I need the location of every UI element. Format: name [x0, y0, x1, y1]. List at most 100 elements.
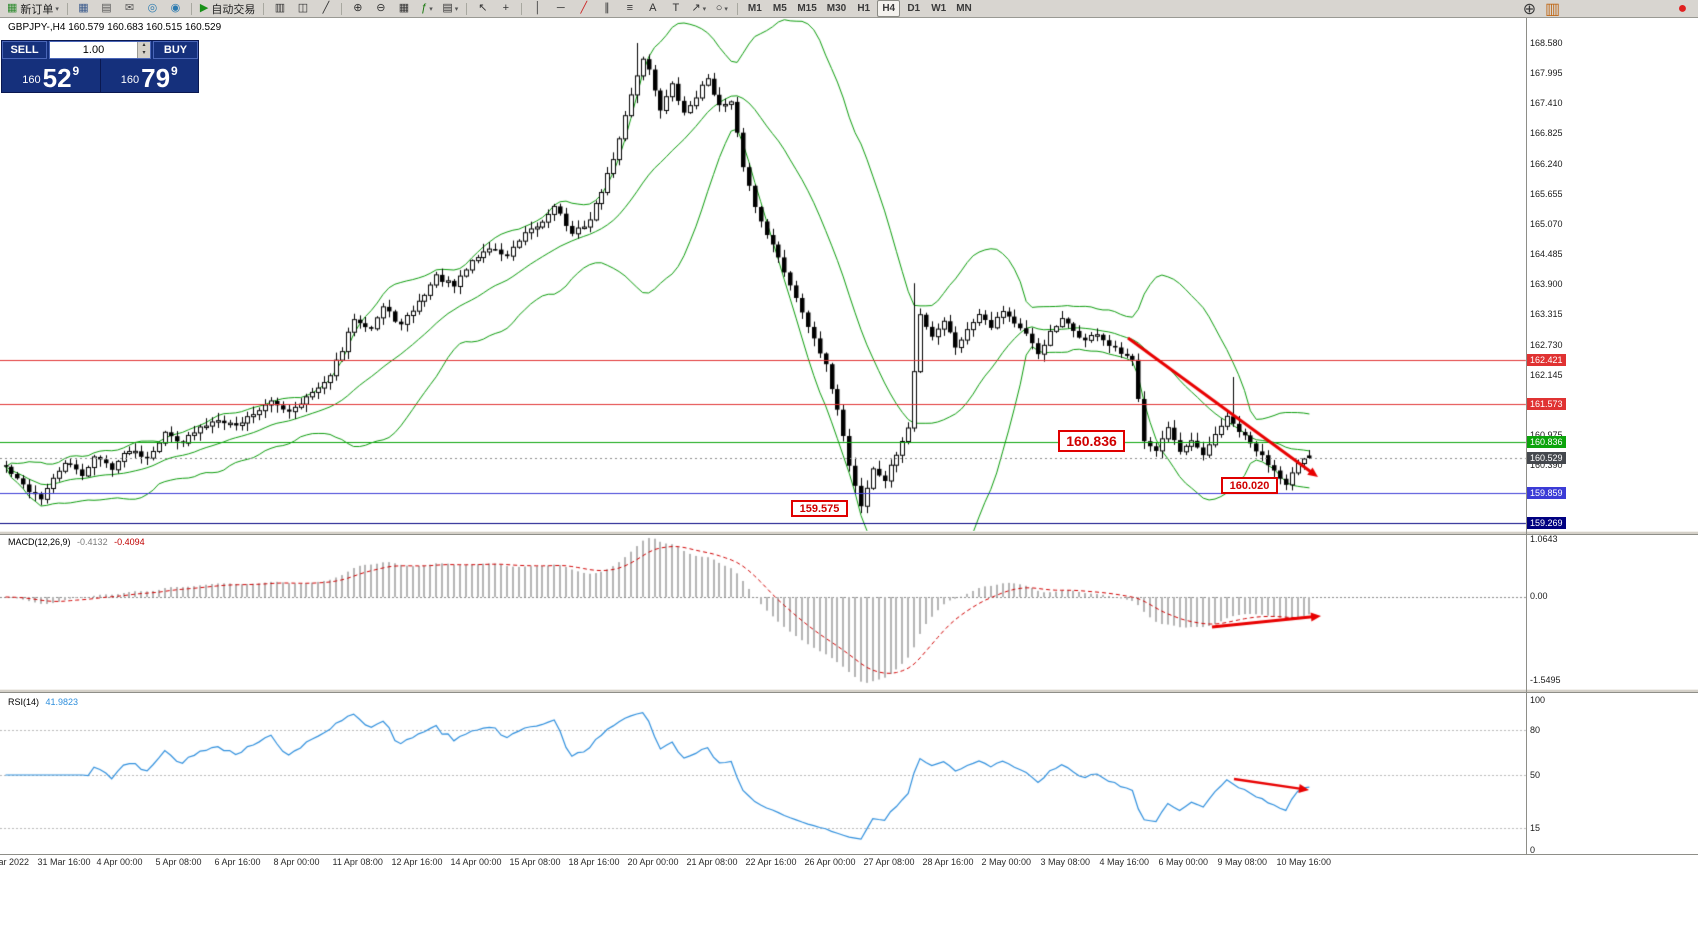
shapes-icon-icon: ○ — [715, 2, 723, 14]
arrows-icon[interactable]: ↗ ▾ — [688, 0, 709, 17]
time-axis-label: 8 Apr 00:00 — [273, 857, 320, 867]
history-center-icon[interactable]: ◉ — [165, 0, 186, 17]
charts-icon[interactable]: ▦ — [73, 0, 94, 17]
price-axis-tick: 167.995 — [1530, 68, 1563, 79]
new-order-button[interactable]: ▦ 新订单 ▾ — [4, 0, 62, 17]
time-axis-label: 9 May 08:00 — [1217, 857, 1268, 867]
bars-chart-icon[interactable]: ▥ — [269, 0, 290, 17]
timeframe-w1-button[interactable]: W1 — [927, 0, 950, 17]
rsi-label: RSI(14) 41.9823 — [8, 697, 78, 707]
vertical-line-icon-icon: │ — [534, 2, 542, 14]
timeframe-h4-button[interactable]: H4 — [877, 0, 901, 17]
time-axis-label: 3 May 08:00 — [1040, 857, 1091, 867]
buy-button[interactable]: BUY — [153, 41, 198, 59]
mail-icon[interactable]: ✉ — [119, 0, 140, 17]
time-axis-label: 21 Apr 08:00 — [686, 857, 738, 867]
timeframe-m1-button[interactable]: M1 — [743, 0, 766, 17]
cursor-icon[interactable]: ↖ — [472, 0, 493, 17]
refresh-icon-icon: ◎ — [147, 2, 158, 14]
profiles-icon-icon: ▤ — [101, 2, 112, 14]
rsi-scale-label: 50 — [1530, 770, 1541, 780]
price-axis-tick: 168.580 — [1530, 38, 1563, 48]
new-order-icon: ▦ — [7, 2, 18, 14]
strategy-tester-icon[interactable]: ▥ — [1545, 1, 1561, 18]
toolbar-separator — [341, 2, 343, 15]
price-axis-tick: 162.145 — [1530, 369, 1563, 380]
equidistant-channel-icon[interactable]: ∥ — [596, 0, 617, 17]
horizontal-line-icon-icon: ─ — [556, 2, 565, 14]
timeframe-m30-button[interactable]: M30 — [823, 0, 850, 17]
crosshair-icon[interactable]: + — [495, 0, 516, 17]
trendline-icon-icon: ╱ — [580, 2, 588, 14]
toolbar-separator — [521, 2, 523, 15]
price-axis-tick: 165.655 — [1530, 188, 1563, 199]
text-icon[interactable]: A — [642, 0, 663, 17]
profiles-icon[interactable]: ▤ — [96, 0, 117, 17]
arrows-icon-icon: ↗ — [691, 2, 701, 14]
timeframe-w1-button-label: W1 — [931, 3, 947, 14]
tile-windows-icon[interactable]: ▦ — [393, 0, 414, 17]
volume-input[interactable] — [50, 42, 137, 58]
dropdown-caret-icon: ▾ — [724, 5, 728, 13]
price-axis-line — [1526, 18, 1527, 854]
timeframe-d1-button[interactable]: D1 — [902, 0, 925, 17]
time-axis-label: 18 Apr 16:00 — [568, 857, 620, 867]
zoom-in-icon-icon: ⊕ — [353, 2, 363, 14]
magnifier-icon[interactable]: ⊕ — [1522, 1, 1537, 18]
trendline-icon[interactable]: ╱ — [573, 0, 594, 17]
zoom-out-icon[interactable]: ⊖ — [370, 0, 391, 17]
volume-up-button[interactable]: ▴ — [142, 42, 146, 48]
autotrading-button[interactable]: ▶ 自动交易 — [197, 0, 258, 17]
volume-field: ▴ ▾ — [49, 41, 151, 59]
timeframe-m5-button[interactable]: M5 — [768, 0, 791, 17]
dropdown-caret-icon: ▾ — [454, 5, 459, 13]
sell-price[interactable]: 160 52 9 — [2, 59, 100, 92]
refresh-icon[interactable]: ◎ — [142, 0, 163, 17]
new-order-button-label: 新订单 — [20, 3, 54, 16]
time-axis-label: 4 May 16:00 — [1099, 857, 1150, 867]
time-axis-label: 4 Apr 00:00 — [96, 857, 143, 867]
indicators-icon[interactable]: ƒ ▾ — [416, 0, 437, 17]
fibonacci-icon[interactable]: ≡ — [619, 0, 640, 17]
timeframe-m15-button-label: M15 — [797, 3, 817, 14]
timeframe-h1-button[interactable]: H1 — [852, 0, 875, 17]
buy-price[interactable]: 160 79 9 — [101, 59, 199, 92]
zoom-in-icon[interactable]: ⊕ — [347, 0, 368, 17]
candlestick-chart-icon[interactable]: ◫ — [292, 0, 313, 17]
volume-down-button[interactable]: ▾ — [142, 50, 146, 56]
toolbar-separator — [466, 2, 468, 15]
timeframe-m15-button[interactable]: M15 — [793, 0, 820, 17]
text-label-icon[interactable]: T — [665, 0, 686, 17]
shapes-icon[interactable]: ○ ▾ — [711, 0, 732, 17]
panel-divider-macd[interactable] — [0, 531, 1698, 535]
macd-scale-min: -1.5495 — [1530, 675, 1561, 685]
zoom-out-icon-icon: ⊖ — [376, 2, 386, 14]
templates-icon[interactable]: ▤ ▾ — [439, 0, 461, 17]
notification-badge[interactable]: ● — [1677, 0, 1688, 17]
timeframe-h1-button-label: H1 — [857, 3, 871, 14]
vertical-line-icon[interactable]: │ — [527, 0, 548, 17]
horizontal-line-icon[interactable]: ─ — [550, 0, 571, 17]
timeframe-mn-button[interactable]: MN — [952, 0, 976, 17]
sell-price-prefix: 160 — [22, 74, 41, 86]
rsi-scale-label: 80 — [1530, 725, 1541, 735]
time-axis-label: 14 Apr 00:00 — [450, 857, 502, 867]
time-axis-label: 15 Apr 08:00 — [509, 857, 561, 867]
bars-chart-icon-icon: ▥ — [274, 2, 286, 14]
macd-value-1: -0.4132 — [77, 537, 108, 547]
timeframe-h4-button-label: H4 — [882, 3, 896, 14]
templates-icon-icon: ▤ — [442, 2, 453, 14]
line-chart-icon[interactable]: ╱ — [315, 0, 336, 17]
equidistant-channel-icon-icon: ∥ — [604, 2, 610, 14]
price-annotation: 159.575 — [791, 500, 848, 517]
toolbar-separator — [737, 2, 739, 15]
panel-divider-rsi[interactable] — [0, 689, 1698, 693]
rsi-scale-label: 15 — [1530, 822, 1541, 833]
sell-button[interactable]: SELL — [2, 41, 47, 59]
dropdown-caret-icon: ▾ — [702, 5, 707, 13]
rsi-name: RSI(14) — [8, 697, 40, 707]
macd-label: MACD(12,26,9) -0.4132 -0.4094 — [8, 537, 145, 547]
